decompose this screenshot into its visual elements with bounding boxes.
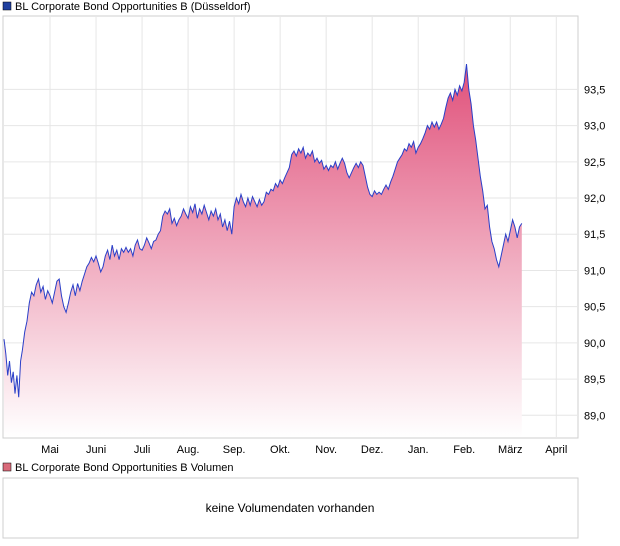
volume-legend-swatch <box>2 462 12 472</box>
volume-empty-message: keine Volumendaten vorhanden <box>206 501 375 515</box>
y-tick-label: 90,5 <box>584 302 605 314</box>
x-tick-label: Juni <box>86 444 106 456</box>
price-legend-swatch <box>2 1 12 11</box>
y-tick-label: 93,0 <box>584 121 605 133</box>
y-tick-label: 92,5 <box>584 157 605 169</box>
x-axis-ticks: Mai Juni Juli Aug. Sep. Okt. Nov. Dez. Jan. Feb. M… <box>41 444 567 456</box>
volume-title: BL Corporate Bond Opportunities B Volume… <box>15 462 234 474</box>
x-tick-label: Aug. <box>177 444 200 456</box>
y-tick-label: 89,0 <box>584 410 605 422</box>
y-tick-label: 91,5 <box>584 229 605 241</box>
x-tick-label: März <box>498 444 522 456</box>
x-tick-label: Dez. <box>361 444 384 456</box>
x-tick-label: Sep. <box>223 444 246 456</box>
series-area <box>3 64 523 437</box>
chart-title: BL Corporate Bond Opportunities B (Düsse… <box>15 1 251 13</box>
y-tick-label: 90,0 <box>584 338 605 350</box>
y-axis-ticks: 89,0 89,5 90,0 90,5 91,0 91,5 92,0 92,5 93,0 93,5 <box>584 84 605 422</box>
y-tick-label: 89,5 <box>584 374 605 386</box>
volume-panel <box>2 477 579 539</box>
x-tick-label: Juli <box>134 444 151 456</box>
price-line <box>3 64 523 398</box>
x-tick-label: Nov. <box>315 444 337 456</box>
x-tick-label: Feb. <box>453 444 475 456</box>
x-tick-label: Jan. <box>408 444 429 456</box>
y-tick-label: 91,0 <box>584 265 605 277</box>
y-tick-label: 93,5 <box>584 84 605 96</box>
y-tick-label: 92,0 <box>584 193 605 205</box>
x-tick-label: Okt. <box>270 444 290 456</box>
x-tick-label: Mai <box>41 444 59 456</box>
price-area-fill <box>4 64 522 437</box>
x-tick-label: April <box>545 444 567 456</box>
